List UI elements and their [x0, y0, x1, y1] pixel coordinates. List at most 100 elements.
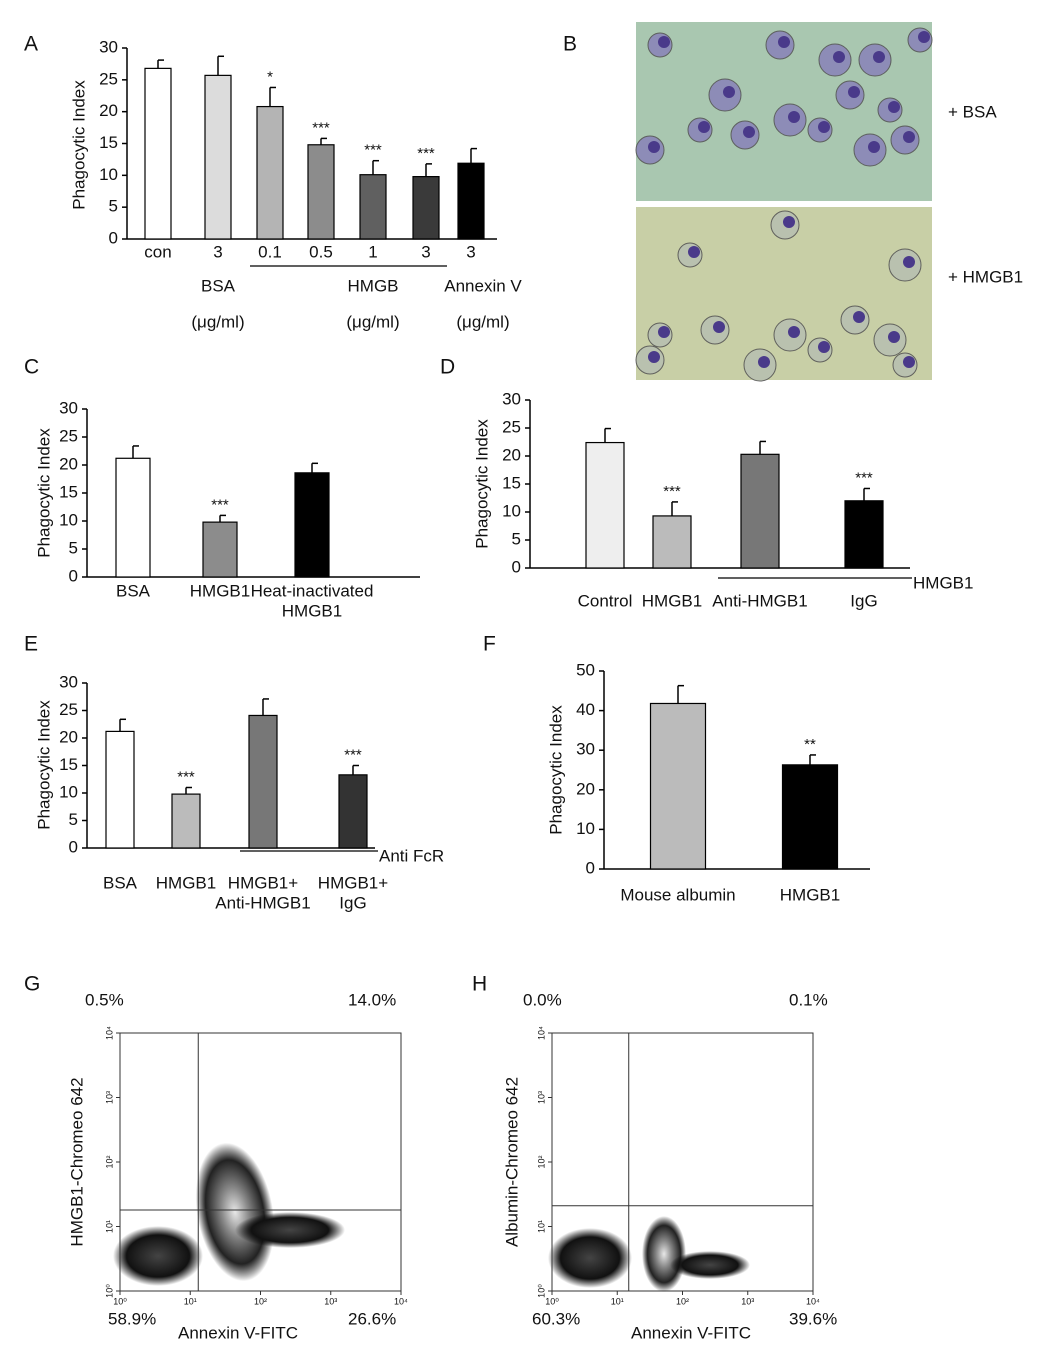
y-tick-label: 15 [99, 133, 118, 152]
group-label: HMGB [348, 276, 399, 295]
bar [115, 457, 151, 578]
x-tick-label: HMGB1 [156, 873, 216, 892]
y-tick-label: 15 [59, 755, 78, 774]
x-tick-label: con [144, 242, 171, 261]
y-tick-label: 15 [59, 482, 78, 501]
quadrant-percent: 0.0% [523, 990, 562, 1009]
nucleus [778, 36, 790, 48]
x-tick-label: 0.1 [258, 242, 282, 261]
significance: *** [211, 496, 229, 513]
y-tick-label: 0 [69, 566, 78, 585]
x-tick-label: 3 [213, 242, 222, 261]
nucleus [788, 326, 800, 338]
group-label: Annexin V [444, 276, 522, 295]
group-unit: (μg/ml) [191, 312, 244, 331]
y-tick-label: 20 [59, 454, 78, 473]
x-tick-label: 1 [368, 242, 377, 261]
y-tick-label: 5 [512, 529, 521, 548]
bar [781, 764, 839, 870]
panel-letter: E [24, 633, 38, 656]
nucleus [833, 51, 845, 63]
nucleus [743, 126, 755, 138]
nucleus [648, 141, 660, 153]
nucleus [658, 36, 670, 48]
x-tick-label: HMGB1+ [228, 873, 298, 892]
bracket-label: Anti FcR [379, 846, 444, 865]
significance: *** [177, 768, 195, 785]
y-tick-label: 25 [59, 700, 78, 719]
x-tick-label: 10⁴ [394, 1296, 408, 1306]
group-unit: (μg/ml) [456, 312, 509, 331]
y-tick-label: 30 [99, 37, 118, 56]
quadrant-percent: 0.1% [789, 990, 828, 1009]
x-tick-label: HMGB1 [780, 885, 840, 904]
nucleus [888, 101, 900, 113]
quadrant-percent: 39.6% [789, 1309, 837, 1328]
event-cloud [642, 1216, 686, 1292]
nucleus [723, 86, 735, 98]
nucleus [848, 86, 860, 98]
significance: * [267, 68, 273, 85]
image-label: + BSA [948, 102, 997, 121]
y-axis-title: Albumin-Chromeo 642 [502, 1077, 521, 1247]
y-tick-label: 5 [69, 538, 78, 557]
nucleus [903, 131, 915, 143]
x-tick-label: 10³ [324, 1296, 337, 1306]
x-tick-label: 10⁴ [806, 1296, 820, 1306]
panel-letter: H [472, 973, 487, 996]
x-tick-label: 10² [676, 1296, 689, 1306]
quadrant-percent: 0.5% [85, 990, 124, 1009]
y-tick-label: 10 [576, 819, 595, 838]
quadrant-percent: 58.9% [108, 1309, 156, 1328]
nucleus [658, 326, 670, 338]
bar [649, 702, 707, 870]
x-tick-label: HMGB1 [282, 601, 342, 620]
panel-letter: F [483, 633, 496, 656]
y-tick-label: 10³ [536, 1091, 546, 1104]
x-tick-label: IgG [339, 893, 366, 912]
bar [202, 521, 238, 578]
x-tick-label: HMGB1+ [318, 873, 388, 892]
nucleus [873, 51, 885, 63]
y-tick-label: 10 [99, 165, 118, 184]
y-tick-label: 30 [59, 398, 78, 417]
y-axis-title: HMGB1-Chromeo 642 [67, 1077, 86, 1246]
y-tick-label: 5 [69, 810, 78, 829]
group-label: BSA [201, 276, 236, 295]
quadrant-percent: 26.6% [348, 1309, 396, 1328]
nucleus [918, 31, 930, 43]
nucleus [698, 121, 710, 133]
x-tick-label: 10¹ [611, 1296, 624, 1306]
nucleus [853, 311, 865, 323]
y-tick-label: 20 [99, 101, 118, 120]
panel-letter: B [563, 33, 577, 56]
x-tick-label: 3 [421, 242, 430, 261]
y-tick-label: 0 [109, 228, 118, 247]
y-axis-title: Phagocytic Index [546, 705, 565, 835]
y-tick-label: 25 [502, 417, 521, 436]
y-tick-label: 50 [576, 660, 595, 679]
event-cloud [195, 1142, 275, 1282]
x-tick-label: BSA [116, 581, 151, 600]
x-tick-label: 0.5 [309, 242, 333, 261]
quadrant-percent: 14.0% [348, 990, 396, 1009]
bar [740, 453, 780, 569]
y-tick-label: 10⁰ [104, 1284, 114, 1298]
x-tick-label: Anti-HMGB1 [712, 591, 807, 610]
nucleus [868, 141, 880, 153]
bar [105, 730, 135, 849]
x-tick-label: 10³ [741, 1296, 754, 1306]
bar [338, 774, 368, 849]
significance: *** [364, 142, 382, 159]
nucleus [688, 246, 700, 258]
bar [144, 67, 172, 240]
x-tick-label: BSA [103, 873, 138, 892]
x-tick-label: Mouse albumin [620, 885, 735, 904]
significance: *** [312, 119, 330, 136]
x-axis-title: Annexin V-FITC [178, 1323, 298, 1342]
y-tick-label: 10² [104, 1155, 114, 1168]
nucleus [713, 321, 725, 333]
panel-letter: C [24, 356, 39, 379]
x-tick-label: 10¹ [184, 1296, 197, 1306]
y-tick-label: 10 [59, 782, 78, 801]
